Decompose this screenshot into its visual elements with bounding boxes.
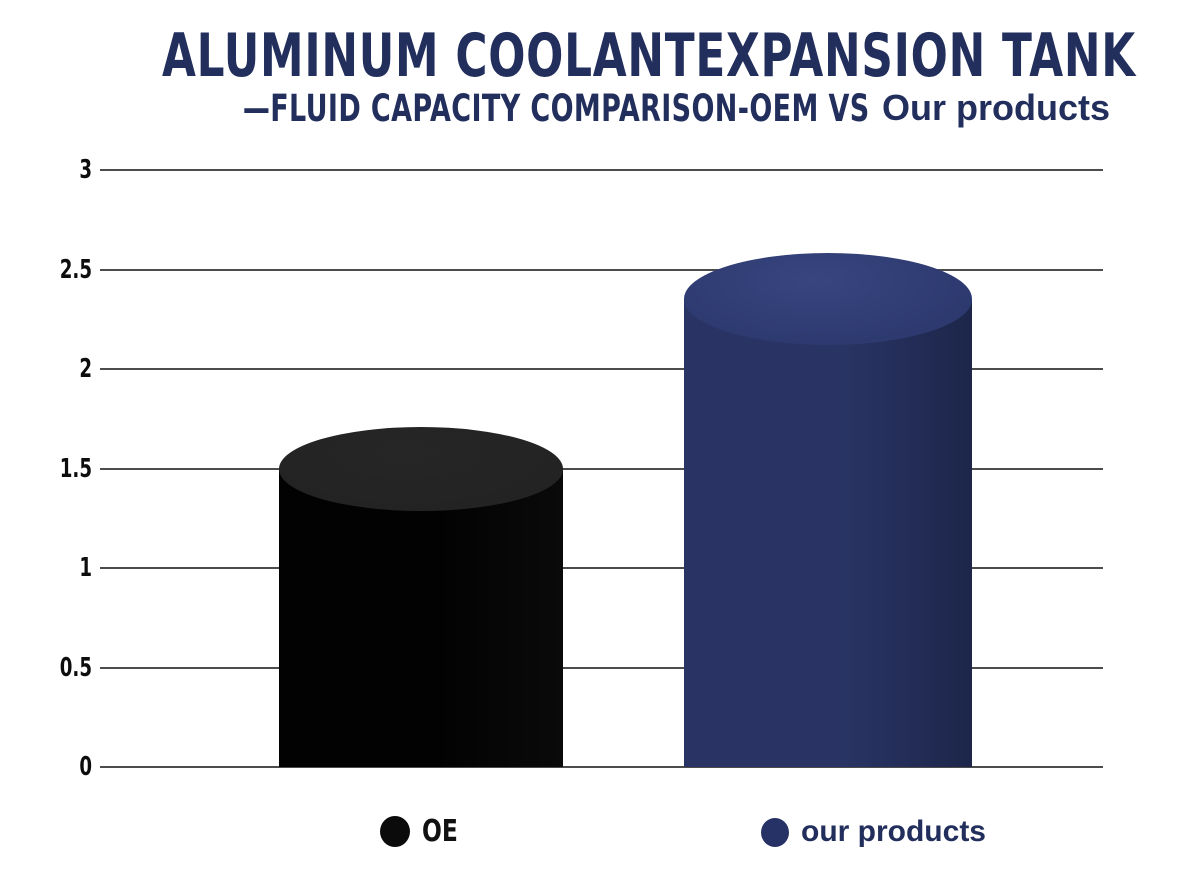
legend-dot-our-products: [761, 817, 789, 847]
gridline-1: [100, 567, 1103, 569]
y-tick-label-1: 1: [79, 553, 92, 583]
legend-label-our-products: our products: [801, 815, 986, 848]
y-tick-label-3: 3: [79, 155, 92, 185]
gridline-2.5: [100, 268, 1103, 271]
cylinder-top-ellipse: [684, 253, 972, 346]
subtitle-condensed-text: —FLUID CAPACITY COMPARISON-OEM VS: [243, 87, 870, 130]
cylinder-body: [278, 468, 563, 767]
bar-cylinder-OE: [278, 426, 563, 767]
legend-label-oe: OE: [422, 813, 458, 849]
gridline-1.5: [100, 467, 1103, 470]
y-tick-label-2.5: 2.5: [59, 254, 92, 285]
gridline-2: [100, 368, 1103, 370]
bar-cylinder-our-products: [684, 253, 972, 767]
cylinder-top-ellipse: [278, 426, 563, 511]
plot-area: 0 0.5 1 1.5 2 2.5 3: [60, 157, 1103, 780]
gridline-0.5: [100, 666, 1103, 669]
gridline-3: [100, 169, 1103, 171]
legend-item-oe: OE: [380, 816, 468, 847]
legend-item-our-products: our products: [761, 817, 986, 847]
chart-title: ALUMINUM COOLANTEXPANSION TANK: [162, 21, 1136, 91]
chart-subtitle: —FLUID CAPACITY COMPARISON-OEM VS Our pr…: [0, 88, 1200, 134]
subtitle-accent-text: Our products: [882, 87, 1111, 128]
y-tick-label-1.5: 1.5: [59, 453, 92, 484]
y-tick-label-2: 2: [79, 354, 92, 384]
y-tick-label-0: 0: [79, 752, 92, 782]
cylinder-body: [684, 299, 972, 767]
gridline-0: [100, 766, 1103, 768]
legend-dot-oe: [380, 816, 410, 847]
legend: OE our products: [0, 808, 1200, 872]
y-tick-label-0.5: 0.5: [59, 652, 92, 683]
